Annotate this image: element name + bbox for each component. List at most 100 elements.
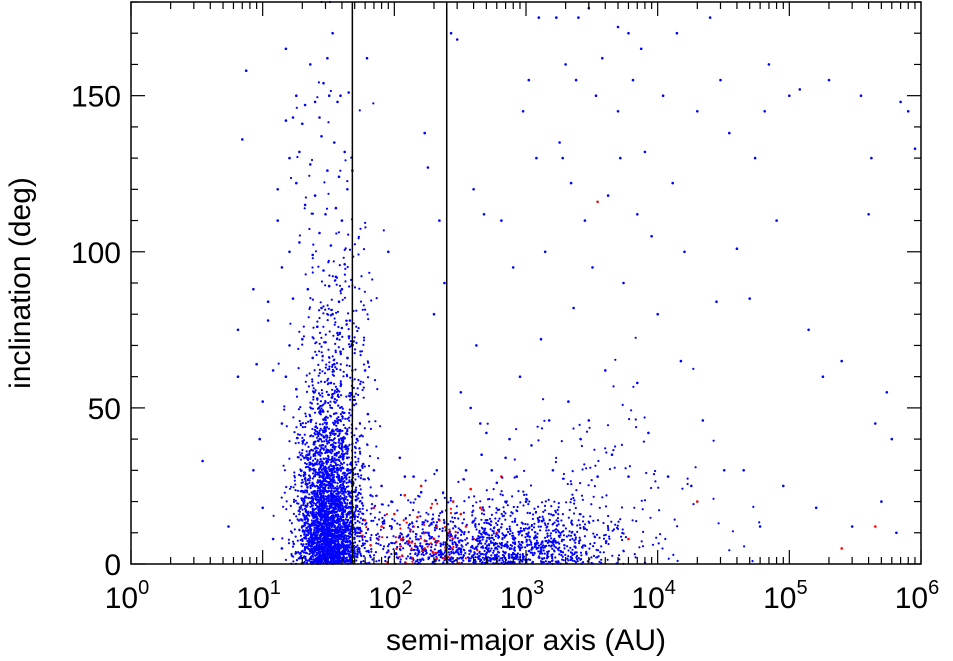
data-point-blue bbox=[581, 498, 585, 501]
data-point-blue bbox=[728, 131, 731, 135]
data-point-blue bbox=[569, 538, 572, 542]
data-point-blue bbox=[358, 531, 361, 535]
data-point-blue bbox=[411, 521, 414, 524]
data-point-blue bbox=[331, 495, 335, 498]
data-point-blue bbox=[314, 429, 317, 432]
data-point-blue bbox=[474, 523, 477, 526]
data-point-blue bbox=[482, 531, 485, 534]
data-point-blue bbox=[334, 321, 337, 324]
data-point-blue bbox=[568, 508, 571, 512]
data-point-blue bbox=[386, 536, 389, 539]
data-point-blue bbox=[342, 557, 345, 560]
data-point-blue bbox=[537, 439, 540, 442]
data-point-blue bbox=[319, 481, 323, 484]
data-point-blue bbox=[325, 505, 328, 508]
data-point-blue bbox=[319, 465, 322, 468]
data-point-blue bbox=[337, 552, 340, 555]
data-point-blue bbox=[543, 536, 547, 539]
data-point-blue bbox=[543, 504, 547, 507]
data-point-blue bbox=[504, 512, 507, 515]
data-point-blue bbox=[340, 531, 343, 534]
data-point-blue bbox=[308, 552, 311, 556]
data-point-blue bbox=[309, 549, 312, 553]
data-point-blue bbox=[562, 534, 566, 537]
data-point-blue bbox=[327, 401, 330, 405]
data-point-blue bbox=[483, 549, 486, 553]
data-point-blue bbox=[533, 507, 536, 510]
data-point-blue bbox=[292, 555, 295, 558]
data-point-blue bbox=[329, 89, 332, 93]
data-point-blue bbox=[345, 513, 348, 516]
data-point-blue bbox=[319, 533, 322, 537]
data-point-blue bbox=[497, 536, 500, 539]
data-point-blue bbox=[501, 515, 504, 518]
data-point-blue bbox=[340, 543, 343, 546]
data-point-blue bbox=[360, 560, 363, 563]
data-point-blue bbox=[361, 512, 364, 515]
data-point-blue bbox=[495, 507, 498, 510]
data-point-blue bbox=[313, 475, 317, 478]
data-point-blue bbox=[325, 207, 329, 210]
data-point-blue bbox=[343, 474, 346, 477]
data-point-blue bbox=[735, 247, 739, 250]
data-point-blue bbox=[492, 488, 495, 491]
data-point-blue bbox=[473, 551, 476, 554]
data-point-blue bbox=[344, 426, 347, 430]
data-point-blue bbox=[332, 508, 335, 511]
data-point-blue bbox=[332, 514, 335, 517]
data-point-blue bbox=[317, 363, 320, 366]
data-point-blue bbox=[327, 313, 330, 316]
data-point-blue bbox=[313, 369, 316, 372]
data-point-blue bbox=[320, 336, 323, 339]
data-point-blue bbox=[517, 540, 520, 544]
data-point-blue bbox=[337, 549, 340, 553]
data-point-blue bbox=[357, 327, 360, 330]
data-point-blue bbox=[579, 551, 583, 554]
data-point-blue bbox=[483, 513, 486, 516]
data-point-blue bbox=[459, 556, 462, 559]
data-point-blue bbox=[322, 528, 325, 531]
data-point-blue bbox=[329, 382, 333, 385]
data-point-blue bbox=[334, 366, 337, 369]
data-point-blue bbox=[850, 525, 854, 528]
data-point-blue bbox=[543, 522, 547, 525]
data-point-blue bbox=[339, 442, 342, 445]
data-point-blue bbox=[327, 261, 330, 264]
data-point-blue bbox=[356, 329, 359, 333]
data-point-blue bbox=[585, 430, 589, 433]
data-point-blue bbox=[499, 557, 502, 560]
data-point-blue bbox=[339, 559, 342, 562]
data-point-blue bbox=[334, 385, 337, 388]
data-point-blue bbox=[354, 392, 357, 395]
data-point-blue bbox=[306, 479, 309, 482]
data-point-blue bbox=[372, 519, 375, 522]
data-point-blue bbox=[338, 338, 341, 341]
data-point-blue bbox=[612, 528, 616, 531]
data-point-blue bbox=[339, 363, 342, 366]
data-point-blue bbox=[565, 535, 569, 538]
data-point-blue bbox=[307, 532, 310, 535]
data-point-blue bbox=[333, 389, 336, 392]
data-point-blue bbox=[353, 378, 356, 381]
data-point-blue bbox=[342, 481, 345, 484]
data-point-blue bbox=[331, 506, 334, 509]
data-point-blue bbox=[358, 540, 361, 543]
data-point-blue bbox=[388, 555, 391, 559]
data-point-blue bbox=[363, 465, 366, 468]
data-point-blue bbox=[326, 368, 329, 371]
data-point-blue bbox=[312, 459, 315, 462]
data-point-blue bbox=[417, 549, 420, 552]
data-point-blue bbox=[327, 496, 330, 500]
data-point-blue bbox=[335, 412, 338, 415]
data-point-blue bbox=[540, 546, 543, 549]
data-point-blue bbox=[314, 471, 318, 474]
data-point-blue bbox=[384, 555, 387, 559]
data-point-blue bbox=[346, 452, 349, 455]
data-point-red bbox=[464, 557, 467, 560]
data-point-blue bbox=[596, 475, 599, 478]
data-point-blue bbox=[558, 553, 561, 556]
data-point-blue bbox=[301, 436, 304, 439]
data-point-red bbox=[429, 506, 433, 510]
data-point-blue bbox=[357, 237, 360, 240]
data-point-blue bbox=[619, 518, 622, 521]
